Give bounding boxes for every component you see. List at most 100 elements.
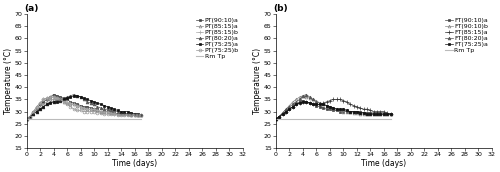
PT(75:25)b: [40, 98, 46, 100]
PT(85:15)a: [74, 105, 80, 107]
PT(75:25)b: [64, 103, 70, 105]
FT(75:25)a: [388, 113, 394, 115]
PT(85:15)a: [132, 114, 138, 116]
Rm Tp: [101, 118, 107, 120]
PT(90:10)a: [40, 101, 46, 103]
PT(75:25)b: [37, 102, 43, 104]
Rm Tp: [317, 118, 323, 120]
PT(90:10)a: [91, 108, 97, 110]
Line: PT(85:15)a: PT(85:15)a: [25, 98, 142, 120]
Y-axis label: Temperature (°C): Temperature (°C): [4, 48, 13, 114]
FT(85:15)a: [286, 108, 292, 110]
Rm Tp: [378, 118, 384, 120]
FT(80:20)a: [304, 94, 310, 96]
PT(85:15)a: [81, 107, 87, 109]
PT(80:20)a: [27, 115, 33, 117]
PT(85:15)b: [30, 111, 36, 113]
PT(90:10)a: [94, 109, 100, 111]
FT(90:10)b: [293, 98, 299, 100]
FT(90:10)b: [280, 112, 285, 114]
PT(90:10)a: [104, 111, 110, 113]
PT(85:15)b: [78, 106, 84, 108]
FT(85:15)a: [360, 108, 366, 110]
Rm Tp: [381, 118, 387, 120]
PT(75:25)a: [64, 97, 70, 99]
FT(90:10)b: [354, 112, 360, 114]
PT(80:20)a: [108, 109, 114, 111]
Rm Tp: [108, 118, 114, 120]
FT(85:15)a: [290, 106, 296, 108]
Rm Tp: [135, 118, 141, 120]
FT(85:15)a: [388, 113, 394, 115]
PT(80:20)a: [91, 103, 97, 105]
Rm Tp: [58, 118, 64, 120]
FT(85:15)a: [317, 103, 323, 105]
FT(90:10)a: [350, 111, 356, 113]
Rm Tp: [368, 118, 374, 120]
PT(75:25)a: [104, 106, 110, 108]
FT(90:10)a: [327, 108, 333, 110]
PT(75:25)b: [132, 114, 138, 116]
FT(80:20)a: [296, 98, 302, 100]
PT(75:25)b: [112, 113, 117, 115]
FT(85:15)a: [280, 113, 285, 115]
Rm Tp: [37, 118, 43, 120]
FT(80:20)a: [276, 115, 282, 117]
Rm Tp: [104, 118, 110, 120]
PT(80:20)a: [60, 97, 66, 99]
Rm Tp: [84, 118, 90, 120]
Rm Tp: [374, 118, 380, 120]
PT(80:20)a: [114, 111, 120, 113]
Rm Tp: [74, 118, 80, 120]
FT(90:10)a: [330, 109, 336, 111]
Rm Tp: [296, 118, 302, 120]
FT(80:20)a: [358, 112, 364, 114]
Rm Tp: [40, 118, 46, 120]
PT(85:15)b: [112, 113, 117, 115]
FT(90:10)a: [364, 112, 370, 114]
PT(90:10)a: [37, 103, 43, 105]
PT(90:10)a: [135, 114, 141, 116]
Line: PT(85:15)b: PT(85:15)b: [24, 95, 144, 121]
FT(80:20)a: [324, 105, 330, 107]
FT(75:25)a: [344, 109, 350, 111]
PT(90:10)a: [50, 94, 56, 96]
PT(80:20)a: [34, 111, 40, 113]
PT(75:25)b: [74, 109, 80, 111]
Rm Tp: [71, 118, 77, 120]
Rm Tp: [114, 118, 120, 120]
FT(80:20)a: [300, 95, 306, 97]
FT(80:20)a: [347, 111, 353, 113]
FT(90:10)a: [300, 100, 306, 102]
FT(90:10)b: [358, 113, 364, 115]
FT(90:10)a: [378, 113, 384, 115]
Rm Tp: [78, 118, 84, 120]
FT(85:15)a: [354, 106, 360, 108]
FT(80:20)a: [320, 103, 326, 105]
FT(75:25)a: [283, 111, 289, 113]
FT(90:10)a: [360, 112, 366, 114]
FT(85:15)a: [276, 115, 282, 117]
FT(80:20)a: [286, 106, 292, 108]
Rm Tp: [384, 118, 390, 120]
FT(90:10)a: [293, 103, 299, 105]
FT(75:25)a: [310, 103, 316, 105]
FT(80:20)a: [310, 98, 316, 100]
FT(90:10)b: [384, 113, 390, 115]
PT(90:10)a: [71, 102, 77, 104]
FT(90:10)b: [317, 102, 323, 104]
Rm Tp: [64, 118, 70, 120]
Rm Tp: [293, 118, 299, 120]
PT(75:25)a: [74, 95, 80, 97]
Rm Tp: [91, 118, 97, 120]
Rm Tp: [334, 118, 340, 120]
Rm Tp: [50, 118, 56, 120]
FT(85:15)a: [381, 111, 387, 113]
FT(90:10)b: [324, 105, 330, 107]
FT(90:10)b: [304, 96, 310, 98]
FT(80:20)a: [340, 108, 346, 110]
PT(85:15)a: [88, 108, 94, 110]
PT(75:25)b: [104, 113, 110, 115]
PT(80:20)a: [122, 112, 128, 114]
PT(85:15)b: [40, 98, 46, 100]
